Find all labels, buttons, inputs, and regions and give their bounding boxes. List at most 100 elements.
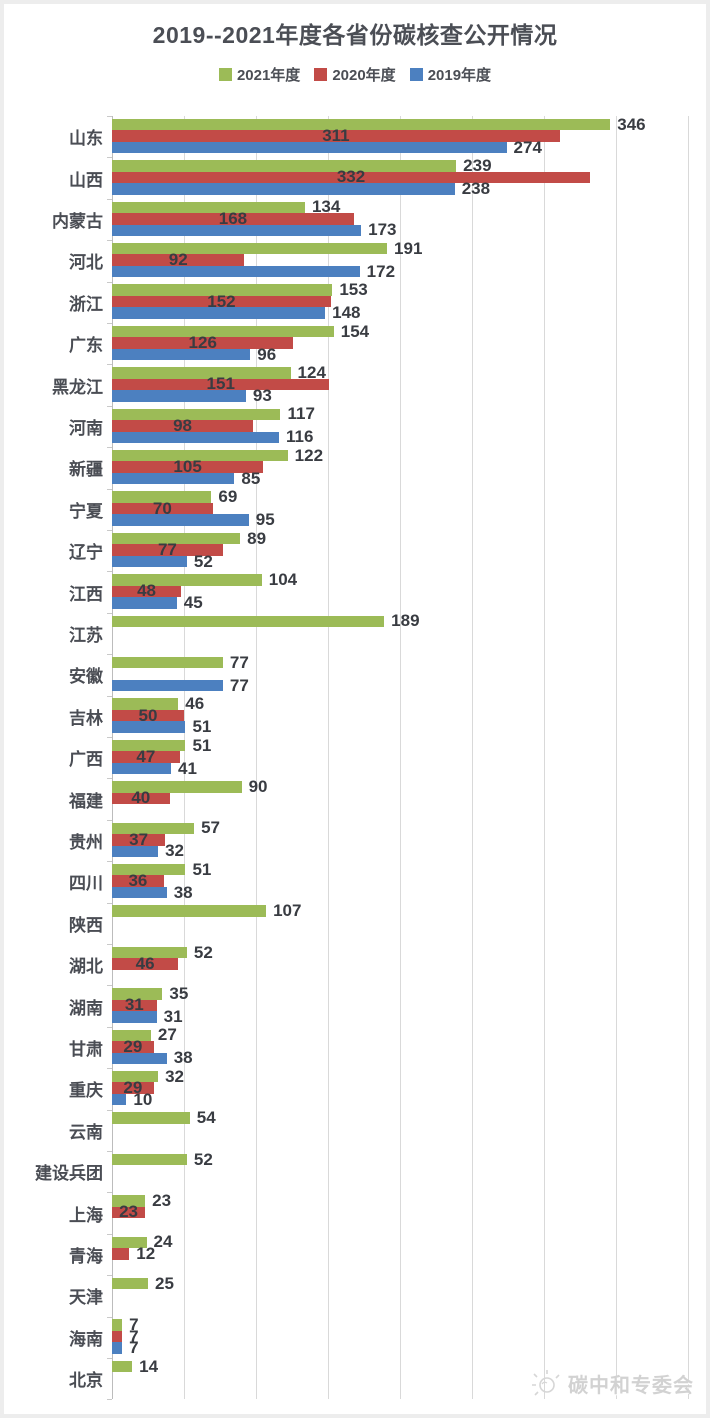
chart-row-江西: 江西 104 48 45 [4, 570, 706, 612]
value-label: 93 [252, 385, 272, 405]
bar-2020年度-四川 [112, 875, 164, 887]
value-label: 154 [340, 321, 370, 341]
watermark-text: 碳中和专委会 [568, 1374, 694, 1397]
bar-2021年度-福建 [112, 781, 242, 793]
chart-row-吉林: 吉林 46 50 51 [4, 694, 706, 737]
bar-2020年度-广东 [112, 337, 294, 349]
bar-2020年度-山西 [112, 171, 591, 184]
bar-2021年度-海南 [112, 1319, 123, 1331]
value-label: 32 [165, 841, 184, 861]
bar-2019年度-贵州 [112, 845, 159, 858]
chart-row-新疆: 新疆 122 105 85 [4, 446, 706, 488]
value-label: 126 [188, 333, 217, 353]
bar-2019年度-宁夏 [112, 514, 249, 526]
value-label: 311 [322, 126, 350, 146]
value-label: 116 [286, 427, 314, 447]
value-label: 27 [157, 1025, 177, 1045]
value-label: 51 [192, 859, 212, 879]
bar-2019年度-河北 [112, 265, 360, 278]
bar-2019年度-辽宁 [112, 555, 187, 568]
axis-tick [107, 1068, 112, 1070]
chart-row-河南: 河南 117 98 116 [4, 404, 706, 447]
value-label: 238 [461, 178, 491, 198]
bar-2020年度-甘肃 [112, 1041, 154, 1053]
value-label: 41 [178, 758, 197, 778]
value-label: 23 [119, 1202, 139, 1222]
legend-swatch-icon [314, 68, 328, 81]
category-label: 贵州 [69, 832, 103, 852]
chart-row-宁夏: 宁夏 69 70 95 [4, 487, 706, 530]
value-label: 51 [192, 717, 212, 737]
value-label: 239 [463, 155, 492, 175]
category-label: 宁夏 [69, 501, 103, 521]
value-label: 189 [391, 611, 420, 631]
bar-2021年度-甘肃 [112, 1029, 151, 1042]
bar-2020年度-青海 [112, 1248, 130, 1260]
bar-2020年度-山东 [112, 130, 560, 142]
bar-2019年度-重庆 [112, 1093, 127, 1106]
bar-2021年度-北京 [112, 1360, 133, 1373]
value-label: 31 [124, 995, 144, 1015]
legend-item-2021年度: 2021年度 [218, 64, 301, 85]
value-label: 77 [229, 675, 249, 695]
chart-row-天津: 天津 25 [4, 1273, 706, 1316]
bar-2019年度-海南 [112, 1342, 123, 1354]
axis-tick [107, 1275, 112, 1277]
bar-2021年度-重庆 [112, 1070, 159, 1083]
bar-2020年度-宁夏 [112, 502, 213, 515]
axis-tick [107, 198, 112, 200]
bar-2019年度-新疆 [112, 472, 235, 485]
value-label: 172 [366, 261, 396, 281]
value-label: 151 [206, 374, 235, 394]
category-label: 建设兵团 [35, 1164, 103, 1184]
value-label: 54 [196, 1108, 216, 1128]
axis-tick [107, 654, 112, 656]
category-label: 北京 [69, 1371, 103, 1391]
category-label: 江西 [69, 584, 103, 604]
bar-2019年度-四川 [112, 886, 167, 899]
value-label: 45 [183, 592, 203, 612]
bar-2021年度-内蒙古 [112, 201, 305, 214]
value-label: 77 [229, 652, 249, 672]
value-label: 25 [155, 1273, 174, 1293]
category-label: 陕西 [69, 915, 103, 935]
legend-item-2019年度: 2019年度 [409, 64, 491, 85]
bar-2020年度-黑龙江 [112, 378, 330, 391]
value-label: 52 [193, 942, 213, 962]
bar-2020年度-江西 [112, 585, 182, 598]
category-label: 河北 [69, 253, 103, 273]
chart-row-云南: 云南 54 [4, 1108, 706, 1151]
axis-tick [107, 1109, 112, 1111]
legend-label: 2021年度 [236, 67, 301, 84]
bar-2021年度-河南 [112, 408, 281, 421]
axis-tick [107, 530, 112, 531]
bar-2019年度-山西 [112, 183, 455, 195]
axis-tick [107, 1233, 112, 1235]
category-label: 四川 [69, 874, 103, 894]
gridline [256, 116, 257, 1400]
axis-tick [107, 364, 112, 366]
bar-2020年度-河北 [112, 254, 245, 266]
category-label: 广西 [69, 750, 103, 770]
bar-2019年度-江西 [112, 597, 177, 609]
bar-2021年度-广东 [112, 325, 334, 338]
bar-2021年度-天津 [112, 1277, 148, 1290]
category-label: 浙江 [69, 294, 103, 314]
bar-2019年度-湖南 [112, 1011, 157, 1023]
gridline [328, 116, 329, 1400]
axis-tick [107, 488, 112, 490]
bar-2019年度-安徽 [112, 679, 223, 692]
chart-row-甘肃: 甘肃 27 29 38 [4, 1025, 706, 1068]
axis-tick [107, 612, 112, 614]
value-label: 46 [185, 694, 205, 714]
bar-2021年度-陕西 [112, 905, 267, 917]
category-label: 内蒙古 [52, 211, 103, 231]
bar-2021年度-浙江 [112, 284, 333, 296]
bar-2021年度-上海 [112, 1195, 146, 1207]
category-label: 江苏 [69, 625, 103, 645]
value-label: 36 [128, 871, 148, 891]
value-label: 29 [123, 1078, 143, 1098]
chart-title: 2019--2021年度各省份碳核查公开情况 [152, 22, 558, 48]
value-label: 153 [339, 280, 368, 300]
bar-2021年度-河北 [112, 242, 388, 255]
